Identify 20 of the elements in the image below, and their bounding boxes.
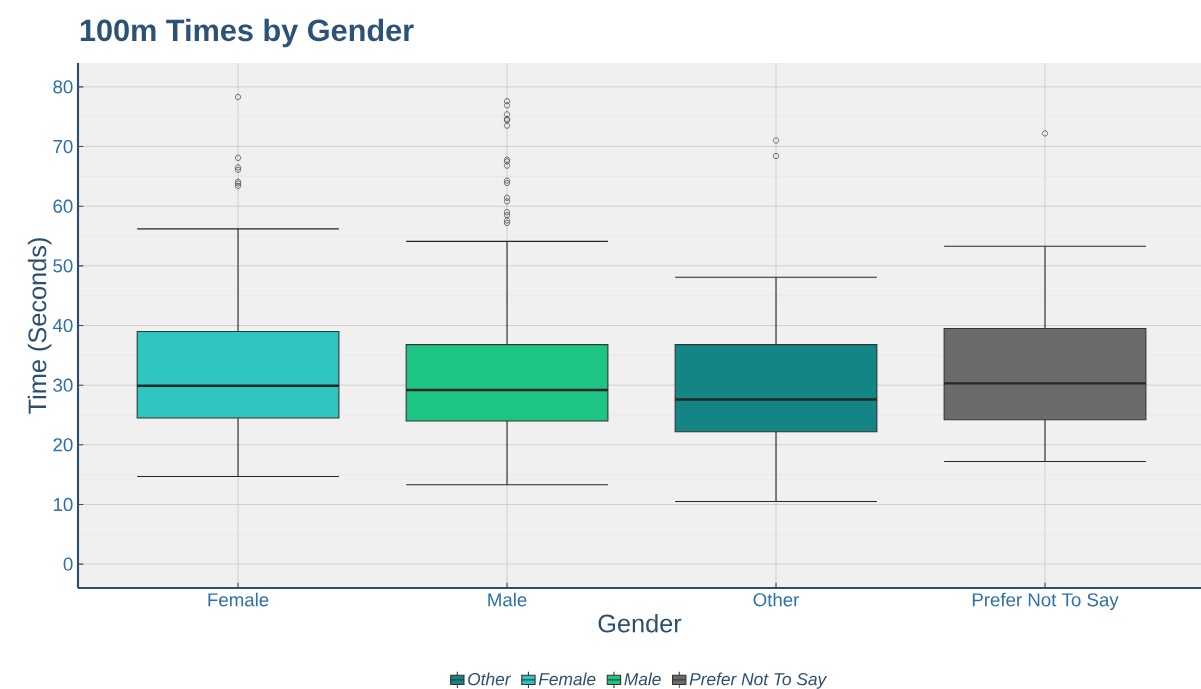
y-tick-label: 60 — [53, 199, 73, 213]
legend-label: Female — [538, 672, 596, 686]
legend-label: Male — [624, 672, 661, 686]
legend-label: Prefer Not To Say — [689, 672, 828, 689]
x-axis-title: Gender — [598, 613, 682, 633]
chart-title: 100m Times by Gender — [80, 18, 414, 48]
y-tick-label: 30 — [53, 378, 73, 392]
y-axis-title: Time (Seconds) — [27, 238, 52, 414]
y-tick-label: 40 — [52, 318, 73, 333]
legend-label: Other — [468, 672, 512, 686]
y-tick-label: 80 — [53, 80, 73, 94]
x-tick-label: Female — [208, 592, 269, 607]
y-tick-label: 70 — [53, 139, 73, 154]
x-tick-label: Prefer Not To Say — [972, 592, 1119, 611]
x-tick-label: Male — [488, 592, 527, 607]
y-tick-label: 20 — [53, 438, 73, 452]
y-tick-label: 50 — [53, 259, 73, 273]
y-tick-label: 0 — [63, 557, 73, 571]
x-tick-label: Other — [753, 592, 800, 607]
y-tick-label: 10 — [53, 497, 73, 512]
